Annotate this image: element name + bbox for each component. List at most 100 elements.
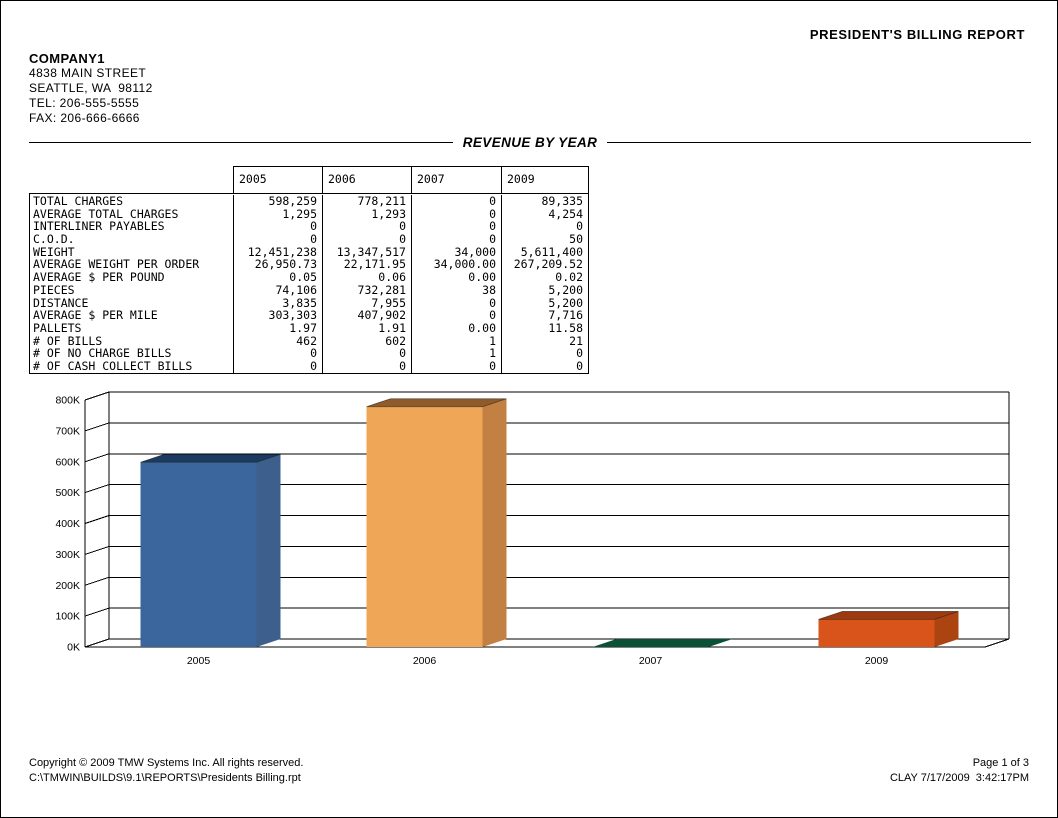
cell-value: 462 xyxy=(233,334,322,348)
table-row: AVERAGE TOTAL CHARGES 1,295 1,293 0 4,254 xyxy=(30,207,588,221)
row-label: PALLETS xyxy=(33,321,82,335)
y-axis-label: 300K xyxy=(55,549,80,561)
cell-value: 0 xyxy=(322,220,411,234)
bar-top-2009 xyxy=(818,611,959,620)
table-row: # OF BILLS 462 602 1 21 xyxy=(30,334,588,348)
year-column-header: 2005 xyxy=(233,166,323,194)
table-row: AVERAGE $ PER POUND 0.05 0.06 0.00 0.02 xyxy=(30,271,588,284)
cell-value: 407,902 xyxy=(322,309,411,322)
revenue-table-body: TOTAL CHARGES 598,259 778,211 0 89,335 AVERAG… xyxy=(29,193,589,374)
cell-value: 0 xyxy=(233,233,322,246)
cell-value: 0 xyxy=(411,309,501,322)
cell-value: 4,254 xyxy=(501,207,588,221)
generated-by: CLAY 7/17/2009 3:42:17PM xyxy=(889,772,1029,784)
row-label: DISTANCE xyxy=(33,296,89,310)
row-label: AVERAGE $ PER POUND xyxy=(33,271,165,284)
section-title: REVENUE BY YEAR xyxy=(462,134,598,150)
table-row: WEIGHT 12,451,238 13,347,517 34,000 5,611,40… xyxy=(30,246,588,259)
cell-value: 0 xyxy=(501,220,588,234)
cell-value: 7,955 xyxy=(322,296,411,310)
y-axis-tick xyxy=(84,545,110,555)
row-label: AVERAGE $ PER MILE xyxy=(33,309,158,322)
cell-value: 267,209.52 xyxy=(501,258,588,272)
y-axis-label: 400K xyxy=(55,518,80,530)
y-axis-label: 200K xyxy=(55,580,80,592)
bar-top-2007 xyxy=(592,639,733,647)
cell-value: 0 xyxy=(322,347,411,360)
bar-side-2006 xyxy=(482,398,507,647)
divider-line-left xyxy=(29,141,453,143)
table-row: C.O.D. 0 0 0 50 xyxy=(30,233,588,246)
cell-value: 7,716 xyxy=(501,309,588,322)
table-row: # OF CASH COLLECT BILLS 0 0 0 0 xyxy=(30,360,588,373)
cell-value: 0 xyxy=(322,360,411,373)
cell-value: 12,451,238 xyxy=(233,246,322,259)
cell-value: 1,295 xyxy=(233,207,322,221)
report-title: PRESIDENT'S BILLING REPORT xyxy=(809,27,1025,42)
cell-value: 34,000 xyxy=(411,246,501,259)
row-label: PIECES xyxy=(33,283,75,297)
bar-2005 xyxy=(140,462,257,647)
cell-value: 1 xyxy=(411,334,501,348)
footer-left: Copyright © 2009 TMW Systems Inc. All ri… xyxy=(29,756,303,786)
x-axis-label: 2006 xyxy=(413,655,437,667)
cell-value: 0 xyxy=(411,195,501,208)
x-axis-label: 2005 xyxy=(187,655,211,667)
cell-value: 0 xyxy=(501,360,588,373)
cell-value: 5,200 xyxy=(501,284,588,297)
y-axis-tick xyxy=(84,638,110,648)
cell-value: 11.58 xyxy=(501,322,588,335)
cell-value: 13,347,517 xyxy=(322,246,411,259)
cell-value: 602 xyxy=(322,334,411,348)
company-address-line1: 4838 MAIN STREET xyxy=(29,66,147,80)
cell-value: 0.06 xyxy=(322,271,411,284)
cell-value: 50 xyxy=(501,233,588,246)
row-label: # OF CASH COLLECT BILLS xyxy=(33,359,193,373)
cell-value: 0.05 xyxy=(233,271,322,284)
table-row: INTERLINER PAYABLES 0 0 0 0 xyxy=(30,220,588,234)
section-title-row: REVENUE BY YEAR xyxy=(29,134,1032,150)
y-axis-tick xyxy=(84,607,110,617)
table-row: TOTAL CHARGES 598,259 778,211 0 89,335 xyxy=(30,195,588,208)
company-tel: TEL: 206-555-5555 xyxy=(29,96,140,110)
y-axis-label: 500K xyxy=(55,487,80,499)
cell-value: 89,335 xyxy=(501,195,588,208)
cell-value: 0 xyxy=(233,347,322,360)
y-axis-tick xyxy=(84,453,110,463)
row-label: TOTAL CHARGES xyxy=(33,195,124,208)
footer-right: Page 1 of 3 CLAY 7/17/2009 3:42:17PM xyxy=(890,756,1029,786)
table-row: AVERAGE $ PER MILE 303,303 407,902 0 7,716 xyxy=(30,309,588,322)
cell-value: 74,106 xyxy=(233,284,322,297)
cell-value: 0 xyxy=(233,360,322,373)
copyright-text: Copyright © 2009 TMW Systems Inc. All ri… xyxy=(29,757,304,769)
bar-top-2006 xyxy=(366,398,507,408)
bar-side-2009 xyxy=(934,611,959,647)
cell-value: 0 xyxy=(411,296,501,310)
cell-value: 3,835 xyxy=(233,296,322,310)
row-label: WEIGHT xyxy=(33,245,75,259)
cell-value: 0 xyxy=(322,233,411,246)
revenue-table: 2005 2006 2007 2009 TOTAL CHARGES 598,259 778… xyxy=(29,166,591,376)
y-axis-label: 800K xyxy=(55,395,80,407)
page-number: Page 1 of 3 xyxy=(972,757,1029,769)
y-axis-tick xyxy=(84,515,110,524)
cell-value: 0.00 xyxy=(411,322,501,335)
table-row: PALLETS 1.97 1.91 0.00 11.58 xyxy=(30,322,588,335)
cell-value: 5,611,400 xyxy=(501,246,588,259)
row-label: # OF NO CHARGE BILLS xyxy=(33,347,172,360)
row-label: AVERAGE TOTAL CHARGES xyxy=(33,207,179,221)
y-axis-label: 0K xyxy=(67,642,80,654)
cell-value: 598,259 xyxy=(233,195,322,208)
cell-value: 0 xyxy=(411,360,501,373)
x-axis-label: 2009 xyxy=(865,655,889,667)
cell-value: 0 xyxy=(501,347,588,360)
table-row: # OF NO CHARGE BILLS 0 0 1 0 xyxy=(30,347,588,360)
report-file-path: C:\TMWIN\BUILDS\9.1\REPORTS\Presidents B… xyxy=(29,772,301,784)
company-fax: FAX: 206-666-6666 xyxy=(29,111,140,125)
company-address-line2: SEATTLE, WA 98112 xyxy=(29,81,153,95)
y-axis-tick xyxy=(84,576,110,586)
revenue-bar-chart: 0K 100K 200K 300K 400K 500K 600K 700K 800K 2005 20… xyxy=(55,391,1010,667)
company-name: COMPANY1 xyxy=(29,51,105,66)
cell-value: 0 xyxy=(411,220,501,234)
